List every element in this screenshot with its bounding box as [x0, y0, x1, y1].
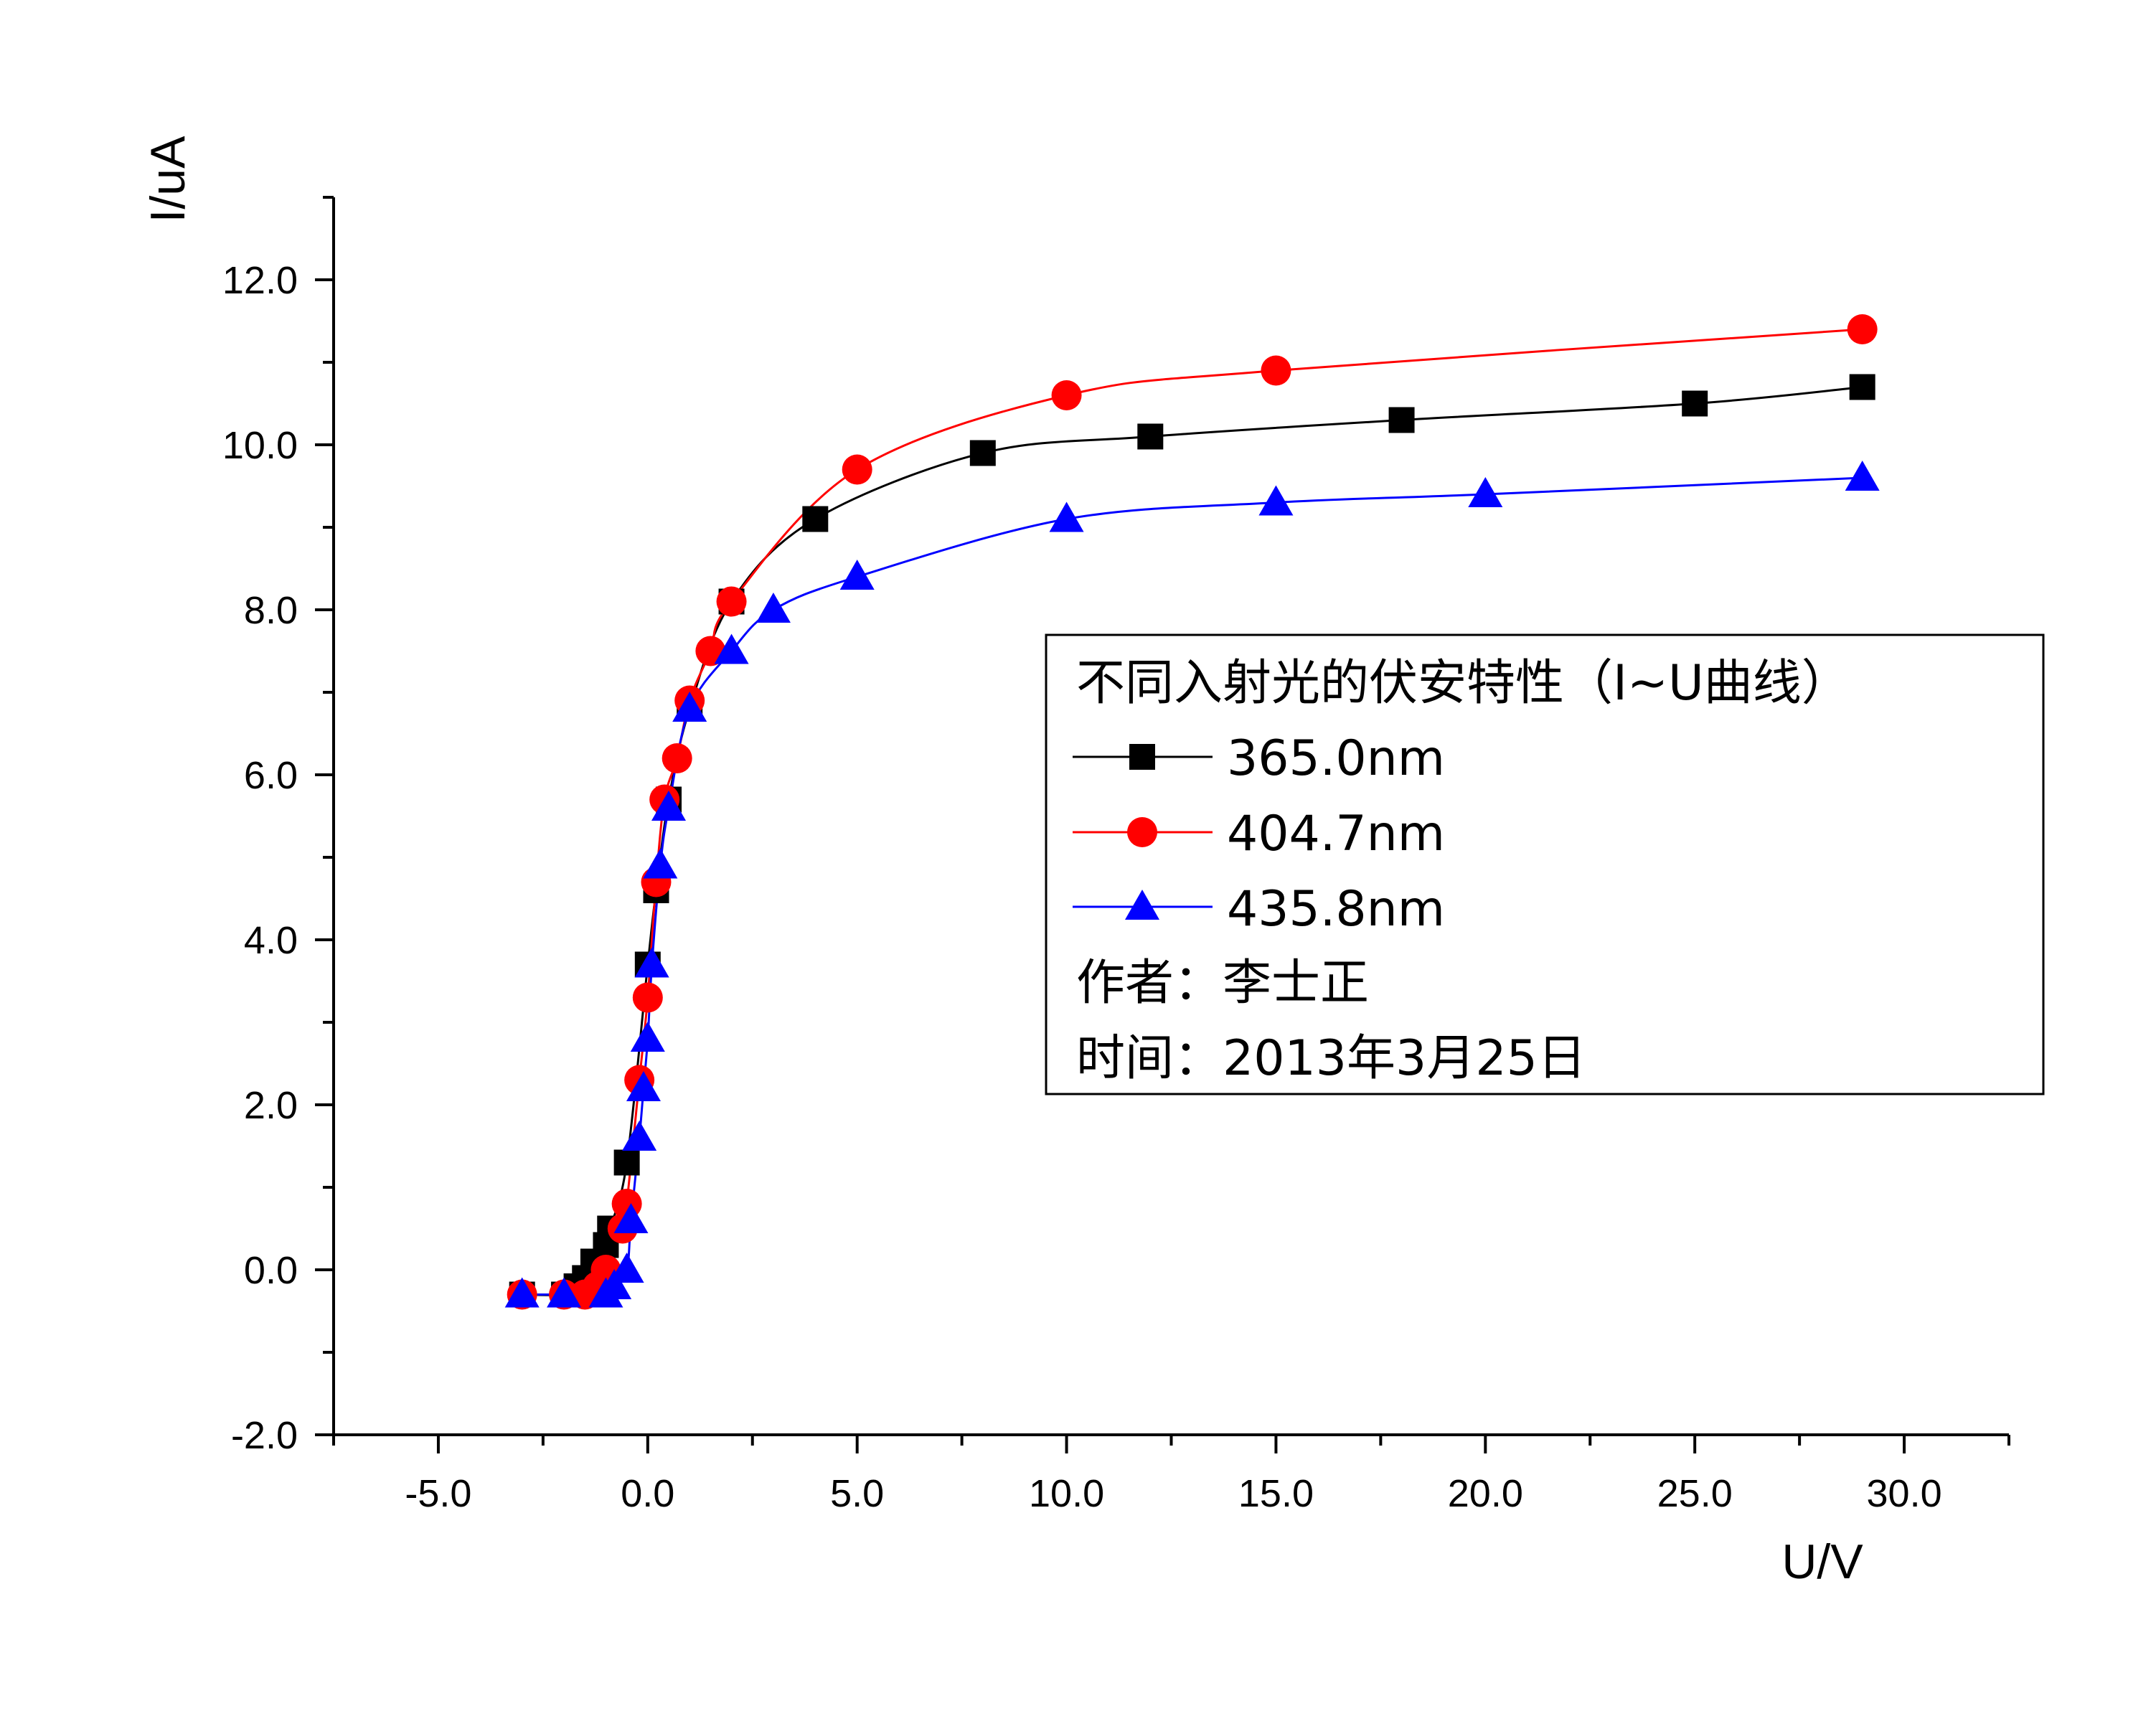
x-tick-label: 0.0: [621, 1472, 674, 1515]
data-point-triangle: [504, 1277, 540, 1308]
y-tick-label: 4.0: [244, 919, 298, 962]
data-point-triangle: [609, 1253, 644, 1283]
y-tick-label: 12.0: [222, 259, 298, 302]
data-point-triangle: [630, 1022, 665, 1052]
legend: 不同入射光的伏安特性（I~U曲线） 365.0nm 404.7nm 435.8n…: [1045, 633, 2045, 1095]
x-tick-label: 20.0: [1448, 1472, 1523, 1515]
data-point-circle: [1261, 355, 1291, 386]
x-axis-title: U/V: [1781, 1535, 1863, 1589]
legend-title: 不同入射光的伏安特性（I~U曲线）: [1076, 655, 1850, 712]
x-tick-label: 5.0: [830, 1472, 884, 1515]
legend-marker-triangle: [1125, 890, 1159, 920]
legend-box: [1045, 633, 2045, 1095]
data-point-triangle: [643, 848, 678, 879]
data-point-triangle: [626, 1071, 661, 1101]
y-axis-title: I/uA: [141, 136, 195, 223]
x-tick-label: 25.0: [1657, 1472, 1733, 1515]
data-point-circle: [842, 454, 872, 485]
x-tick-label: 30.0: [1867, 1472, 1942, 1515]
x-tick-label: 15.0: [1238, 1472, 1314, 1515]
data-point-circle: [632, 982, 663, 1013]
y-tick-label: 8.0: [244, 589, 298, 632]
data-point-triangle: [1468, 477, 1503, 507]
legend-marker-square: [1129, 744, 1155, 770]
data-point-triangle: [597, 1269, 632, 1299]
data-point-square: [613, 1149, 640, 1176]
data-point-square: [1682, 390, 1708, 417]
data-point-triangle: [839, 560, 875, 590]
legend-author-note: 作者：李士正: [1076, 955, 1369, 1012]
data-point-triangle: [1049, 501, 1084, 532]
data-point-triangle: [613, 1203, 649, 1233]
data-point-triangle: [547, 1277, 582, 1308]
data-point-square: [1849, 374, 1875, 400]
legend-entry-435nm: 435.8nm: [1073, 881, 1445, 938]
y-tick-label: 2.0: [244, 1084, 298, 1127]
y-tick-label: 6.0: [244, 754, 298, 797]
data-point-circle: [1051, 380, 1082, 410]
data-point-square: [1137, 423, 1164, 450]
data-point-circle: [662, 743, 692, 773]
y-tick-label: 0.0: [244, 1249, 298, 1292]
legend-label-404nm: 404.7nm: [1227, 806, 1445, 862]
data-point-triangle: [755, 593, 791, 623]
legend-label-435nm: 435.8nm: [1227, 881, 1445, 938]
legend-entry-365nm: 365.0nm: [1073, 730, 1445, 787]
data-point-square: [969, 440, 996, 466]
x-tick-label: -5.0: [405, 1472, 471, 1515]
data-point-circle: [716, 586, 747, 617]
legend-label-365nm: 365.0nm: [1227, 730, 1445, 787]
axes: -5.0 0.0 5.0 10.0 15.0 20.0 25.0 30.0 -2.0 0.0 2.0…: [222, 196, 2010, 1515]
data-point-triangle: [622, 1121, 657, 1151]
legend-date-note: 时间：2013年3月25日: [1076, 1030, 1586, 1087]
legend-entry-404nm: 404.7nm: [1073, 806, 1445, 862]
data-point-square: [802, 506, 829, 532]
data-point-triangle: [651, 791, 686, 821]
legend-marker-circle: [1127, 817, 1157, 847]
data-point-triangle: [1845, 461, 1880, 491]
x-tick-label: 10.0: [1029, 1472, 1104, 1515]
data-point-square: [1388, 407, 1415, 433]
data-point-triangle: [634, 947, 669, 978]
series-layer: [504, 314, 1880, 1310]
y-tick-label: -2.0: [231, 1414, 298, 1457]
data-point-triangle: [1258, 485, 1294, 516]
data-point-triangle: [714, 633, 749, 664]
y-tick-label: 10.0: [222, 424, 298, 467]
data-point-circle: [1847, 314, 1878, 344]
data-point-triangle: [672, 692, 707, 722]
